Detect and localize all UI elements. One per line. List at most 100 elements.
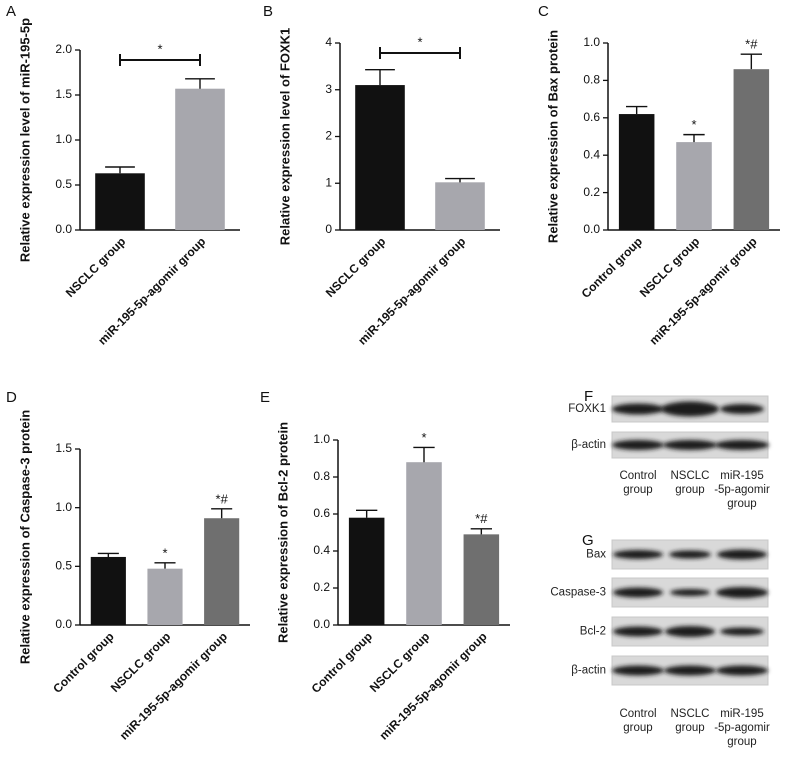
x-tick-label: Control group [309,629,375,695]
x-tick-label: NSCLC group [637,234,703,300]
bar [348,517,385,625]
bar [435,182,485,230]
error-bar [683,133,705,143]
y-tick-label: 4 [325,35,332,49]
error-bar [105,166,135,174]
blot-column-label: -5p-agomir [714,484,770,496]
y-tick-label: 1.5 [55,87,72,101]
blot-row-label: β-actin [571,439,606,451]
blot-row-label: β-actin [571,665,606,677]
significance-label: * [421,430,426,445]
significance-bracket [379,47,461,59]
panel-label: D [6,389,17,406]
blot-band [670,589,710,596]
error-bar [154,562,176,569]
x-tick-label: Control group [579,234,645,300]
y-tick-label: 0.6 [583,110,600,124]
y-tick-label: 2.0 [55,42,72,56]
y-tick-label: 1.5 [55,441,72,455]
y-tick-label: 0.8 [583,73,600,87]
blot-band [720,627,764,636]
blot-band [613,626,663,637]
error-bar [185,78,215,89]
blot-row-label: Bcl-2 [580,626,606,638]
x-tick-label: miR-195-5p-agomir group [117,629,230,742]
blot-column-label: miR-195 [720,708,763,720]
x-tick-label: NSCLC group [63,234,129,300]
error-bar [356,509,378,518]
error-bar [626,105,648,115]
y-tick-label: 1.0 [55,132,72,146]
panel-label: E [260,389,270,406]
y-tick-label: 1.0 [313,432,330,446]
y-tick-label: 1.0 [55,500,72,514]
blot-column-label: miR-195 [720,470,763,482]
bar [90,556,126,625]
blot-column-label: group [623,484,652,496]
x-tick-label: miR-195-5p-agomir group [377,629,490,742]
significance-label: *# [745,37,758,52]
x-tick-label: NSCLC group [323,234,389,300]
significance-label: * [691,117,696,132]
blot-band [716,665,768,676]
bar [618,114,655,230]
y-tick-label: 0.5 [55,559,72,573]
bar [733,69,770,231]
error-bar [445,177,475,183]
y-tick-label: 0.2 [313,580,330,594]
blot-band [669,550,711,559]
panel-label: C [538,3,549,20]
y-axis-label: Relative expression level of FOXK1 [277,28,292,245]
y-tick-label: 0.5 [55,177,72,191]
blot-column-label: group [727,498,756,510]
bar [175,88,225,230]
blot-column-label: NSCLC [671,708,710,720]
y-tick-label: 0.0 [313,617,330,631]
error-bar [413,446,435,463]
blot-band [613,587,663,598]
significance-label: * [417,34,422,49]
blot-band [613,550,663,559]
x-tick-label: NSCLC group [367,629,433,695]
y-axis-label: Relative expression of Bax protein [545,30,560,243]
panel-label: B [263,3,273,20]
y-tick-label: 0.0 [583,222,600,236]
panel-label: A [6,3,16,20]
blot-band [612,665,664,676]
y-axis-label: Relative expression of Bcl-2 protein [275,422,290,643]
y-tick-label: 3 [325,82,332,96]
error-bar [470,528,492,535]
panel-label: G [582,532,594,549]
blot-row-label: Caspase-3 [550,587,606,599]
y-tick-label: 0.0 [55,222,72,236]
y-tick-label: 0.0 [55,617,72,631]
blot-band [661,401,719,417]
blot-band [663,440,717,450]
blot-row-label: Bax [586,549,606,561]
bar [95,173,145,230]
error-bar [211,508,233,519]
y-tick-label: 0.6 [313,506,330,520]
blot-column-label: Control [619,708,656,720]
x-tick-label: Control group [50,629,116,695]
blot-band [716,587,768,598]
blot-column-label: group [623,722,652,734]
significance-label: * [157,41,162,56]
blot-column-label: NSCLC [671,470,710,482]
significance-bracket [119,54,201,66]
y-tick-label: 0.2 [583,185,600,199]
blot-column-label: -5p-agomir [714,722,770,734]
y-tick-label: 0.4 [583,147,600,161]
y-tick-label: 1.0 [583,35,600,49]
y-axis-label: Relative expression level of miR-195-5p [17,18,32,262]
bar [463,534,500,625]
blot-column-label: group [675,484,704,496]
blot-band [664,665,716,676]
significance-label: * [162,545,167,560]
bar [676,142,712,230]
error-bar [97,552,119,557]
bar [147,568,183,625]
y-tick-label: 0.8 [313,469,330,483]
y-tick-label: 0.4 [313,543,330,557]
